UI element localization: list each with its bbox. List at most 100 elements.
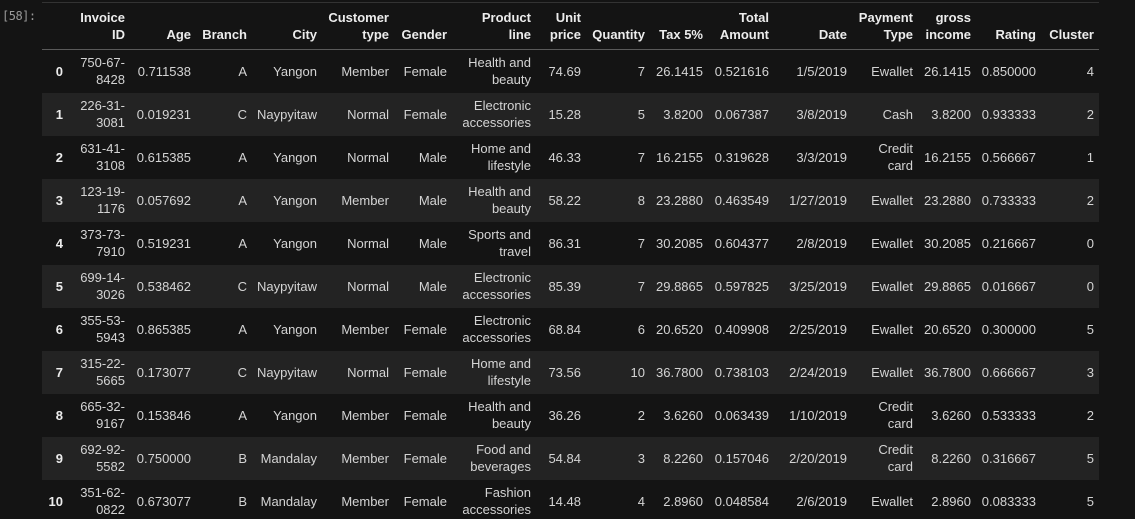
cell-rating: 0.566667: [981, 149, 1036, 165]
cell-customer-type: Member: [341, 192, 389, 208]
col-header-gender: Gender: [401, 27, 447, 42]
cell-age: 0.173077: [136, 364, 191, 380]
cell-gross-income: 26.1415: [924, 63, 971, 79]
cell-cluster: 1: [1086, 149, 1094, 165]
row-index: 4: [55, 235, 63, 251]
cell-date: 2/24/2019: [789, 364, 847, 380]
col-header-branch: Branch: [202, 27, 247, 42]
cell-tax-5pct: 36.7800: [656, 364, 703, 380]
row-index: 1: [55, 106, 63, 122]
cell-quantity: 4: [637, 493, 645, 509]
cell-invoice-id: 226-31-3081: [80, 98, 125, 130]
cell-date: 2/8/2019: [796, 235, 847, 251]
cell-rating: 0.850000: [981, 63, 1036, 79]
cell-product-line: Home and lifestyle: [471, 141, 531, 173]
cell-gross-income: 20.6520: [924, 321, 971, 337]
col-header-payment-type: Payment Type: [858, 10, 913, 42]
cell-age: 0.019231: [136, 106, 191, 122]
cell-unit-price: 68.84: [548, 321, 581, 337]
dataframe-container: Invoice ID Age Branch City Customer type…: [42, 2, 1099, 519]
cell-gross-income: 3.8200: [931, 106, 971, 122]
col-header-total-amount: Total Amount: [719, 10, 769, 42]
cell-quantity: 7: [637, 278, 645, 294]
table-row: 10 351-62-0822 0.673077 B Mandalay Membe…: [42, 480, 1099, 519]
cell-gender: Female: [403, 364, 447, 380]
cell-quantity: 10: [630, 364, 645, 380]
cell-gender: Female: [403, 321, 447, 337]
col-header-unit-price: Unit price: [549, 10, 581, 42]
cell-branch: C: [237, 364, 247, 380]
cell-invoice-id: 699-14-3026: [80, 270, 125, 302]
cell-tax-5pct: 3.8200: [663, 106, 703, 122]
cell-unit-price: 15.28: [548, 106, 581, 122]
cell-payment-type: Ewallet: [871, 278, 913, 294]
cell-payment-type: Ewallet: [871, 235, 913, 251]
cell-gross-income: 16.2155: [924, 149, 971, 165]
cell-date: 3/25/2019: [789, 278, 847, 294]
cell-branch: B: [238, 493, 247, 509]
table-row: 3 123-19-1176 0.057692 A Yangon Member M…: [42, 178, 1099, 222]
cell-gross-income: 30.2085: [924, 235, 971, 251]
cell-date: 2/6/2019: [796, 493, 847, 509]
cell-cluster: 2: [1086, 106, 1094, 122]
cell-customer-type: Member: [341, 450, 389, 466]
cell-product-line: Health and beauty: [468, 55, 531, 88]
table-row: 9 692-92-5582 0.750000 B Mandalay Member…: [42, 436, 1099, 480]
cell-product-line: Food and beverages: [470, 442, 531, 474]
cell-total-amount: 0.463549: [714, 192, 769, 208]
cell-product-line: Electronic accessories: [462, 270, 531, 302]
cell-product-line: Electronic accessories: [462, 313, 531, 345]
col-header-product-line: Product line: [481, 10, 531, 42]
cell-payment-type: Ewallet: [871, 63, 913, 79]
cell-customer-type: Normal: [347, 106, 389, 122]
cell-gross-income: 29.8865: [924, 278, 971, 294]
cell-gross-income: 8.2260: [931, 450, 971, 466]
cell-rating: 0.733333: [981, 192, 1036, 208]
cell-city: Yangon: [273, 149, 317, 165]
cell-product-line: Electronic accessories: [462, 98, 531, 130]
cell-cluster: 2: [1086, 192, 1094, 208]
col-header-tax-5pct: Tax 5%: [659, 27, 703, 42]
col-header-quantity: Quantity: [592, 27, 645, 42]
row-index: 10: [48, 493, 63, 509]
cell-customer-type: Normal: [347, 278, 389, 294]
cell-cluster: 5: [1086, 321, 1094, 337]
cell-quantity: 3: [637, 450, 645, 466]
cell-gender: Male: [418, 192, 447, 208]
col-header-city: City: [292, 27, 317, 42]
cell-invoice-id: 750-67-8428: [80, 55, 125, 88]
cell-date: 2/25/2019: [789, 321, 847, 337]
cell-quantity: 8: [637, 192, 645, 208]
cell-total-amount: 0.048584: [714, 493, 769, 509]
cell-tax-5pct: 3.6260: [663, 407, 703, 423]
cell-total-amount: 0.063439: [714, 407, 769, 423]
row-index: 0: [55, 63, 63, 79]
row-index: 7: [55, 364, 63, 380]
cell-payment-type: Ewallet: [871, 321, 913, 337]
cell-date: 3/3/2019: [796, 149, 847, 165]
cell-gender: Female: [403, 450, 447, 466]
table-row: 0 750-67-8428 0.711538 A Yangon Member F…: [42, 50, 1099, 93]
cell-quantity: 7: [637, 149, 645, 165]
cell-unit-price: 54.84: [548, 450, 581, 466]
cell-branch: A: [238, 192, 247, 208]
cell-unit-price: 74.69: [548, 63, 581, 79]
cell-age: 0.615385: [136, 149, 191, 165]
cell-age: 0.750000: [136, 450, 191, 466]
cell-rating: 0.016667: [981, 278, 1036, 294]
cell-customer-type: Member: [341, 321, 389, 337]
cell-age: 0.057692: [136, 192, 191, 208]
cell-invoice-id: 123-19-1176: [80, 184, 125, 216]
cell-tax-5pct: 29.8865: [656, 278, 703, 294]
cell-invoice-id: 631-41-3108: [80, 141, 125, 173]
cell-age: 0.153846: [136, 407, 191, 423]
dataframe-table: Invoice ID Age Branch City Customer type…: [42, 2, 1099, 519]
col-header-customer-type: Customer type: [328, 10, 389, 42]
cell-unit-price: 73.56: [548, 364, 581, 380]
cell-payment-type: Credit card: [878, 442, 913, 474]
cell-invoice-id: 315-22-5665: [80, 356, 125, 388]
cell-city: Yangon: [273, 192, 317, 208]
cell-cluster: 0: [1086, 235, 1094, 251]
cell-tax-5pct: 16.2155: [656, 149, 703, 165]
